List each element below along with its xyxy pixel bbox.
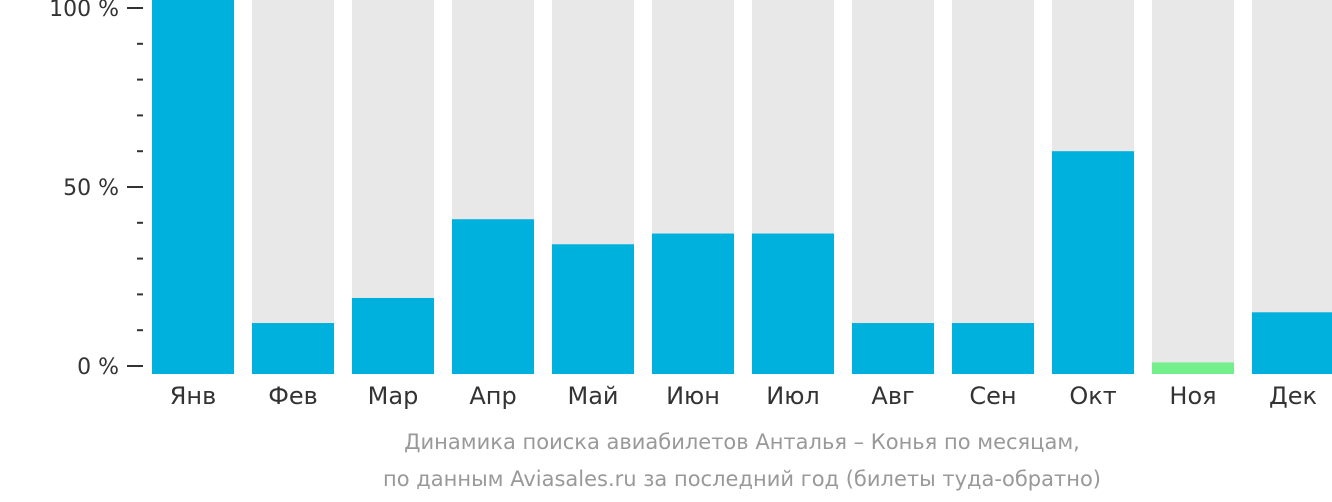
x-tick-label: Июл bbox=[766, 382, 820, 410]
x-tick-label: Авг bbox=[871, 382, 914, 410]
bar bbox=[652, 233, 734, 374]
bar-chart: 0 % 50 % 100 % Янв Фев Мар Апр Май Июн Июл Авг Сен… bbox=[49, 0, 1332, 410]
bar bbox=[752, 233, 834, 374]
x-tick-label: Июн bbox=[666, 382, 720, 410]
bar bbox=[852, 323, 934, 374]
x-tick-label: Сен bbox=[969, 382, 1016, 410]
bar bbox=[452, 219, 534, 374]
x-tick-label: Апр bbox=[469, 382, 516, 410]
bar bbox=[352, 297, 434, 374]
bar bbox=[1152, 362, 1234, 374]
bar bbox=[1252, 312, 1332, 374]
bar-track bbox=[252, 0, 334, 374]
bar bbox=[1052, 151, 1134, 374]
bar-track bbox=[1152, 0, 1234, 374]
x-tick-label: Окт bbox=[1069, 382, 1116, 410]
bar bbox=[252, 323, 334, 374]
chart-caption-line-1: Динамика поиска авиабилетов Анталья – Ко… bbox=[404, 430, 1080, 454]
bar bbox=[552, 244, 634, 374]
x-tick-label: Фев bbox=[268, 382, 318, 410]
bars bbox=[152, 0, 1332, 374]
y-tick-label: 0 % bbox=[77, 355, 119, 380]
bar-track bbox=[1252, 0, 1332, 374]
x-tick-label: Дек bbox=[1269, 382, 1317, 410]
chart-caption-line-2: по данным Aviasales.ru за последний год … bbox=[383, 467, 1101, 491]
y-tick-label: 50 % bbox=[63, 176, 119, 201]
x-tick-label: Мар bbox=[368, 382, 419, 410]
bar-track bbox=[952, 0, 1034, 374]
bar bbox=[952, 323, 1034, 374]
y-tick-label: 100 % bbox=[49, 0, 119, 22]
y-axis: 0 % 50 % 100 % bbox=[49, 0, 143, 380]
x-tick-label: Май bbox=[567, 382, 618, 410]
x-tick-label: Ноя bbox=[1169, 382, 1216, 410]
x-axis-labels: Янв Фев Мар Апр Май Июн Июл Авг Сен Окт Ноя Дек bbox=[170, 382, 1317, 410]
bar-track bbox=[852, 0, 934, 374]
bar bbox=[152, 0, 234, 374]
x-tick-label: Янв bbox=[170, 382, 217, 410]
